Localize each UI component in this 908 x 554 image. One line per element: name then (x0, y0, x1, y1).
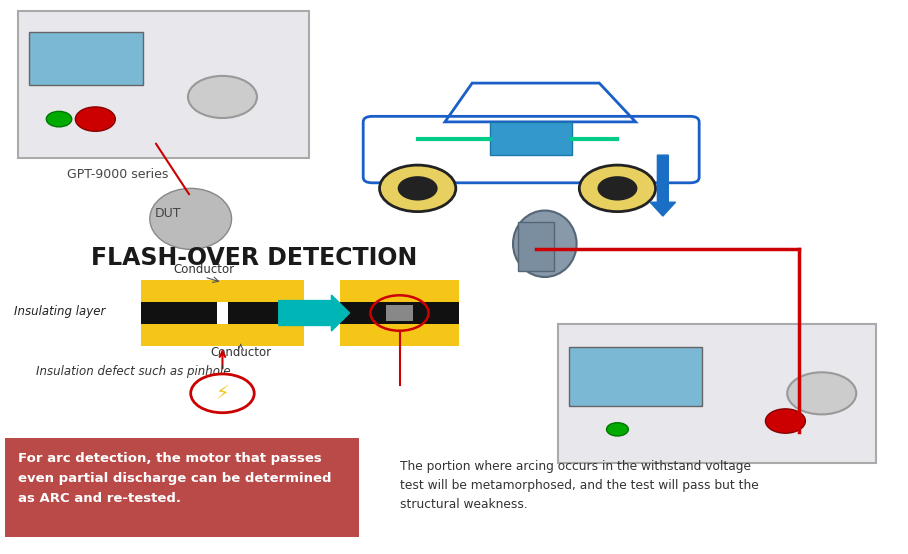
Text: The portion where arcing occurs in the withstand voltage
test will be metamorpho: The portion where arcing occurs in the w… (400, 460, 758, 511)
Ellipse shape (150, 188, 232, 249)
FancyBboxPatch shape (141, 280, 304, 346)
Circle shape (380, 165, 456, 212)
Text: ⚡: ⚡ (215, 384, 230, 403)
Text: Conductor: Conductor (210, 346, 271, 359)
Text: For arc detection, the motor that passes
even partial discharge can be determine: For arc detection, the motor that passes… (18, 452, 331, 505)
Text: Insulation defect such as pinhole: Insulation defect such as pinhole (36, 365, 231, 378)
Circle shape (188, 76, 257, 118)
Circle shape (787, 372, 856, 414)
FancyBboxPatch shape (340, 280, 459, 346)
FancyArrow shape (279, 295, 350, 331)
FancyBboxPatch shape (558, 324, 876, 463)
FancyBboxPatch shape (217, 302, 228, 324)
Circle shape (75, 107, 115, 131)
Circle shape (597, 176, 637, 201)
Text: FLASH-OVER DETECTION: FLASH-OVER DETECTION (91, 245, 418, 270)
FancyBboxPatch shape (141, 302, 304, 324)
Text: Insulating layer: Insulating layer (14, 305, 105, 319)
FancyArrow shape (650, 155, 676, 216)
FancyBboxPatch shape (5, 438, 359, 537)
Circle shape (607, 423, 628, 436)
FancyBboxPatch shape (518, 222, 554, 271)
FancyBboxPatch shape (490, 122, 572, 155)
Ellipse shape (513, 211, 577, 277)
FancyBboxPatch shape (29, 32, 143, 85)
FancyBboxPatch shape (569, 347, 702, 406)
FancyBboxPatch shape (18, 11, 309, 158)
Circle shape (579, 165, 656, 212)
Circle shape (46, 111, 72, 127)
Text: DUT: DUT (154, 207, 182, 220)
Circle shape (398, 176, 438, 201)
FancyBboxPatch shape (386, 305, 413, 321)
Circle shape (765, 409, 805, 433)
Text: GPT-9000 series: GPT-9000 series (67, 168, 169, 181)
FancyBboxPatch shape (340, 302, 459, 324)
Text: Conductor: Conductor (173, 263, 235, 276)
